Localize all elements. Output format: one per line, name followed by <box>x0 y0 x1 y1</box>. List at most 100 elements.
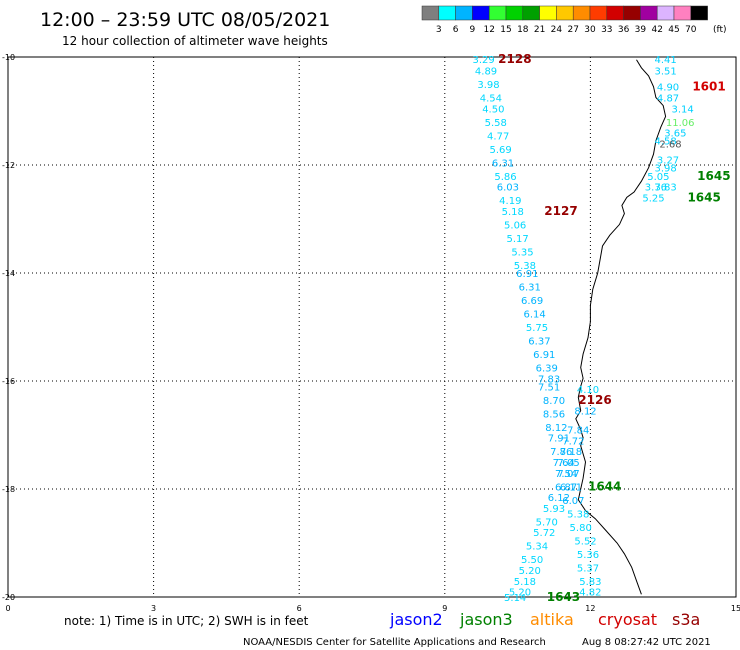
wave-height-label: 5.14 <box>504 593 526 604</box>
colorbar-unit: (ft) <box>713 25 727 35</box>
colorbar-swatch <box>438 5 456 21</box>
wave-height-label: 7.07 <box>557 469 579 480</box>
colorbar-tick-label: 30 <box>584 25 596 35</box>
chart-title: 12:00 – 23:59 UTC 08/05/2021 <box>40 9 330 31</box>
wave-height-label: 5.69 <box>489 145 511 156</box>
colorbar-swatch <box>606 5 624 21</box>
wave-height-label: 5.35 <box>511 247 533 258</box>
colorbar-swatch <box>656 5 675 21</box>
wave-height-label: 6.91 <box>533 350 555 361</box>
wave-height-label: 6.03 <box>497 183 519 194</box>
colorbar-swatch <box>539 5 557 21</box>
colorbar-tick-label: 15 <box>500 25 511 35</box>
timestamp-text: Aug 8 08:27:42 UTC 2021 <box>582 637 711 648</box>
wave-height-label: 4.41 <box>654 55 676 66</box>
colorbar-tick-label: 6 <box>453 25 459 35</box>
wave-height-label: 5.05 <box>647 172 669 183</box>
coastline <box>575 59 667 595</box>
wave-height-label: 5.75 <box>526 323 548 334</box>
colorbar-tick-label: 45 <box>668 25 679 35</box>
wave-height-label: 5.52 <box>574 536 596 547</box>
colorbar-swatch <box>673 5 692 21</box>
wave-height-label: 6.12 <box>548 493 570 504</box>
wave-height-label: 6.69 <box>521 296 543 307</box>
legend-item-jason2: jason2 <box>389 610 443 629</box>
wave-height-label: 5.34 <box>526 542 548 553</box>
pass-time-label: 1645 <box>687 190 720 204</box>
wave-height-label: 6.14 <box>523 310 545 321</box>
wave-height-label: 6.87 <box>555 482 577 493</box>
x-tick-label: 12 <box>585 604 595 613</box>
legend-item-s3a: s3a <box>672 610 700 629</box>
wave-height-label: 6.07 <box>562 496 584 507</box>
wave-height-label: 7.05 <box>557 458 579 469</box>
y-tick-label: -18 <box>2 485 15 494</box>
legend-item-jason3: jason3 <box>459 610 513 629</box>
plot-area <box>7 56 737 598</box>
wave-height-label: 5.86 <box>494 172 516 183</box>
wave-height-label: 5.93 <box>543 504 565 515</box>
colorbar-swatch <box>623 5 641 21</box>
wave-height-label: 3.14 <box>671 104 693 115</box>
wave-height-label: 5.36 <box>577 550 599 561</box>
colorbar-swatch <box>589 5 608 21</box>
colorbar-swatch <box>640 5 658 21</box>
wave-height-label: 11.06 <box>666 118 695 129</box>
wave-height-label: 7.54 <box>555 469 577 480</box>
colorbar-tick-label: 39 <box>635 25 647 35</box>
colorbar-swatch <box>488 5 507 21</box>
wave-height-label: 3.51 <box>654 67 676 78</box>
chart-subtitle: 12 hour collection of altimeter wave hei… <box>62 34 328 48</box>
colorbar-tick-label: 24 <box>551 25 563 35</box>
colorbar-tick-label: 3 <box>436 25 442 35</box>
wave-height-label: 6.37 <box>528 337 550 348</box>
wave-height-label: 7.51 <box>538 382 560 393</box>
wave-height-label: 8.12 <box>574 407 596 418</box>
colorbar-swatch <box>572 5 591 21</box>
pass-time-label: 1643 <box>547 590 580 604</box>
y-tick-label: -10 <box>2 53 15 62</box>
wave-height-label: 2.68 <box>659 139 681 150</box>
wave-height-label: 6.91 <box>516 269 538 280</box>
data-labels: 3.294.89 3.98 4.544.50 5.58 4.77 5.69 6.31 5.86… <box>472 52 730 604</box>
footnote: note: 1) Time is in UTC; 2) SWH is in fe… <box>64 614 309 628</box>
pass-time-label: 1601 <box>692 80 725 94</box>
wave-height-label: 7.84 <box>567 426 589 437</box>
wave-height-label: 4.10 <box>577 385 599 396</box>
legend-item-cryosat: cryosat <box>598 610 657 629</box>
pass-time-label: 1645 <box>697 169 730 183</box>
wave-height-label: 7.72 <box>562 436 584 447</box>
y-tick-label: -16 <box>2 377 15 386</box>
colorbar-tick-label: 70 <box>685 25 697 35</box>
wave-height-label: 4.50 <box>482 104 504 115</box>
colorbar-swatch <box>472 5 490 21</box>
wave-height-label: 4.82 <box>579 588 601 599</box>
wave-height-label: 4.19 <box>499 196 521 207</box>
x-tick-label: 3 <box>151 604 156 613</box>
legend-item-altika: altika <box>530 610 574 629</box>
y-tick-label: -20 <box>2 593 15 602</box>
wave-height-label: 7.18 <box>560 447 582 458</box>
colorbar-swatch <box>505 5 524 21</box>
wave-height-label: 6.31 <box>492 158 514 169</box>
wave-height-label: 5.18 <box>502 207 524 218</box>
pass-time-label: 2126 <box>578 393 611 407</box>
wave-height-label: 4.77 <box>487 131 509 142</box>
wave-height-label: 6.39 <box>536 364 558 375</box>
wave-height-label: 5.20 <box>509 588 531 599</box>
wave-height-label: 5.38 <box>514 261 536 272</box>
x-tick-label: 9 <box>442 604 447 613</box>
wave-height-label: 8.12 <box>545 423 567 434</box>
pass-time-label: 2127 <box>544 204 577 218</box>
wave-height-label: 5.50 <box>521 555 543 566</box>
colorbar-swatch <box>522 5 540 21</box>
wave-height-label: 5.58 <box>485 118 507 129</box>
x-tick-label: 6 <box>297 604 302 613</box>
wave-height-label: 6.11 <box>560 482 582 493</box>
wave-height-label: 5.80 <box>570 523 592 534</box>
credit-text: NOAA/NESDIS Center for Satellite Applica… <box>243 637 546 648</box>
wave-height-label: 3.65 <box>664 129 686 140</box>
wave-height-label: 8.70 <box>543 396 565 407</box>
wave-height-label: 4.89 <box>475 67 497 78</box>
